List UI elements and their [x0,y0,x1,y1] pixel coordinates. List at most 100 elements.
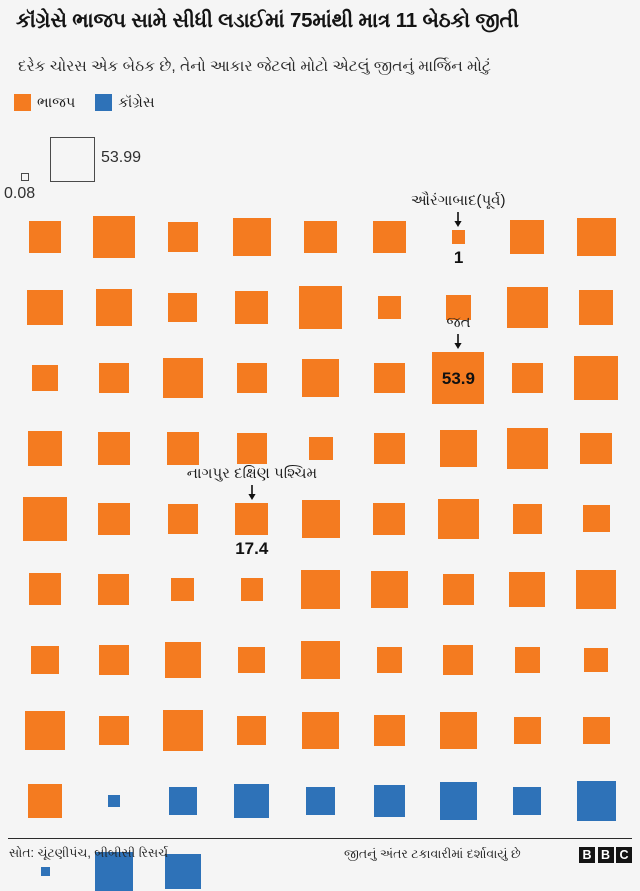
seat-square [236,363,267,393]
seat-square [99,715,129,746]
seat-square [162,357,203,399]
seat-square [25,710,65,751]
legend-label-bjp: ભાજપ [37,94,76,111]
seat-square [582,716,610,744]
seat-square [97,502,130,535]
seat-square [583,647,609,673]
seat-square [166,432,199,465]
seat-square [582,505,610,533]
seat-square [234,290,269,325]
seat-square [93,216,135,258]
seat-square [506,287,548,328]
seat-square [308,436,333,461]
seat-square [240,578,263,601]
seat-square [299,286,342,329]
seat-square [576,781,616,821]
seat-square [301,640,341,680]
seat-square [99,645,129,675]
legend-item-bjp: ભાજપ [14,94,75,111]
annotation-arrow-icon [452,212,464,228]
seat-square [374,362,405,394]
seat-square [97,432,131,465]
seat-square [237,715,267,746]
seat-square [165,853,201,890]
seat-square [513,716,542,745]
seat-square [27,289,63,326]
scale-max-label: 53.99 [101,149,142,166]
annotation-value: 53.9 [441,369,475,388]
seat-square [31,364,58,391]
seat-square [578,290,614,325]
seat-square [95,289,132,326]
footer-note: જીતનું અંતર ટકાવારીમાં દર્શાવાયું છે [344,847,521,861]
seat-square [373,220,406,254]
bbc-logo-letter-3: C [616,847,632,863]
size-scale-key: 53.99 0.08 [0,132,260,202]
seat-square [576,569,616,610]
scale-max-square [50,137,95,182]
seat-square [302,712,339,749]
seat-square [167,503,199,535]
seat-square [439,711,478,750]
seat-square [238,646,265,674]
seat-square [107,794,120,808]
seat-square [301,359,340,397]
legend-label-congress: કૉંગ્રેસ [118,94,155,111]
seat-square [511,362,543,394]
seat-square [373,502,406,535]
seat-square [232,217,271,256]
annotation-label: ઔરંગાબાદ(પૂર્વ) [410,192,506,210]
seat-square [99,363,129,393]
seat-square [576,217,616,257]
seat-square [376,647,402,673]
seat-square [165,642,201,678]
footer-divider [8,838,632,840]
seat-square [439,782,477,820]
party-legend: ભાજપ કૉંગ્રેસ [14,94,167,111]
seat-square [432,352,485,404]
seat-square [28,220,61,253]
seat-square [371,571,408,608]
bbc-logo-letter-2: B [597,847,614,863]
seat-square [440,430,477,467]
annotation-value: 17.4 [235,539,269,559]
seat-square [168,786,197,816]
seat-square [301,570,340,609]
annotation-label: જત [446,314,471,332]
seat-square [171,578,195,601]
annotation-value: 1 [453,247,464,267]
seat-square [442,574,474,605]
seat-square [234,783,269,819]
seat-square [301,499,340,538]
seat-grid: ઔરંગાબાદ(પૂર્વ) 1 જત 53.9 નાગપુર દક્ષિણ પશ્ચ… [0,192,640,891]
seat-square [510,219,545,255]
annotation-arrow-icon [452,334,464,350]
legend-swatch-congress [95,94,113,111]
seat-square [513,786,542,816]
seat-square [374,715,405,746]
seat-square [98,574,130,605]
seat-square [168,293,198,322]
scale-min-label: 0.08 [4,185,36,202]
legend-item-congress: કૉંગ્રેસ [95,94,155,111]
annotation-arrow-icon [246,484,258,500]
seat-square [31,646,59,674]
seat-square [236,433,267,464]
seat-square [445,294,472,321]
seat-square [162,710,203,751]
seat-square [28,784,62,818]
seat-square [443,644,474,676]
seat-square [506,427,549,470]
seat-square [167,221,198,253]
seat-square [512,504,542,534]
seat-square [306,786,335,816]
seat-square [40,867,50,876]
footer-source: સોત: ચૂંટણીપંચ, બીબીસી રિસર્ચ [9,846,169,860]
scale-min-square [21,173,29,181]
seat-square [27,431,63,466]
seat-square [304,220,337,254]
page-subtitle: દરેક ચોરસ એક બેઠક છે, તેનો આકાર જેટલો મો… [18,58,491,75]
seat-square [377,295,402,320]
seat-square [574,356,619,400]
